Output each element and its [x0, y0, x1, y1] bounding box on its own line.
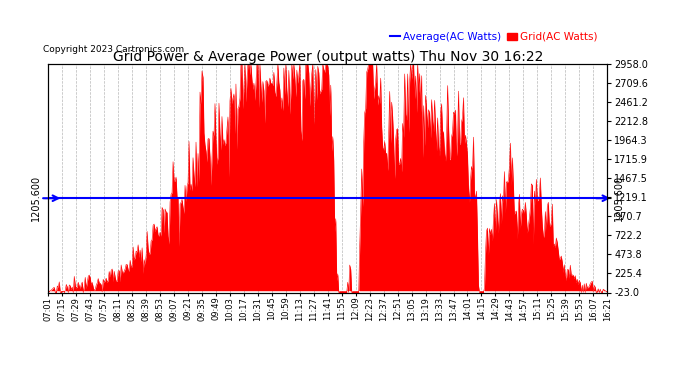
Title: Grid Power & Average Power (output watts) Thu Nov 30 16:22: Grid Power & Average Power (output watts… — [112, 50, 543, 64]
Text: Copyright 2023 Cartronics.com: Copyright 2023 Cartronics.com — [43, 45, 184, 54]
Legend: Average(AC Watts), Grid(AC Watts): Average(AC Watts), Grid(AC Watts) — [386, 28, 602, 46]
